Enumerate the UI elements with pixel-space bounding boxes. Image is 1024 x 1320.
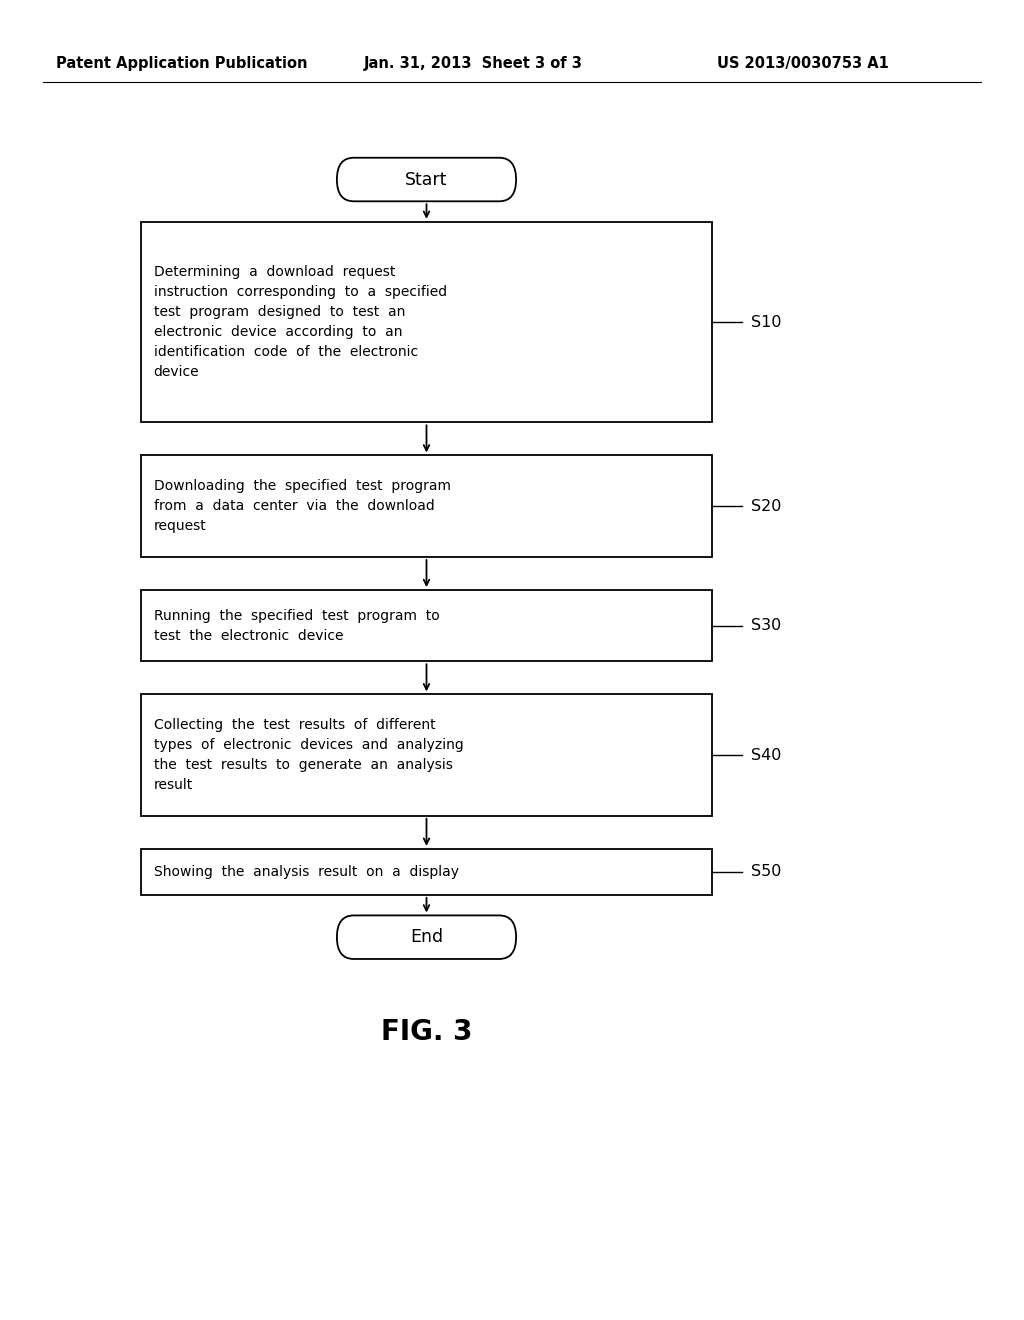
FancyBboxPatch shape [337,158,516,201]
Text: Downloading  the  specified  test  program
from  a  data  center  via  the  down: Downloading the specified test program f… [154,479,451,533]
FancyBboxPatch shape [141,222,712,422]
Text: S30: S30 [751,618,781,634]
Text: Showing  the  analysis  result  on  a  display: Showing the analysis result on a display [154,865,459,879]
Text: Collecting  the  test  results  of  different
types  of  electronic  devices  an: Collecting the test results of different… [154,718,463,792]
Text: US 2013/0030753 A1: US 2013/0030753 A1 [717,55,889,71]
Text: S40: S40 [751,747,781,763]
Text: S10: S10 [751,314,781,330]
FancyBboxPatch shape [141,455,712,557]
FancyBboxPatch shape [141,694,712,816]
Text: Patent Application Publication: Patent Application Publication [56,55,308,71]
Text: S20: S20 [751,499,781,513]
Text: Determining  a  download  request
instruction  corresponding  to  a  specified
t: Determining a download request instructi… [154,265,446,379]
Text: Running  the  specified  test  program  to
test  the  electronic  device: Running the specified test program to te… [154,609,439,643]
Text: Start: Start [406,170,447,189]
Text: S50: S50 [751,865,781,879]
FancyBboxPatch shape [141,590,712,661]
FancyBboxPatch shape [337,916,516,958]
Text: Jan. 31, 2013  Sheet 3 of 3: Jan. 31, 2013 Sheet 3 of 3 [364,55,583,71]
Text: FIG. 3: FIG. 3 [381,1018,472,1047]
Text: End: End [410,928,443,946]
FancyBboxPatch shape [141,849,712,895]
